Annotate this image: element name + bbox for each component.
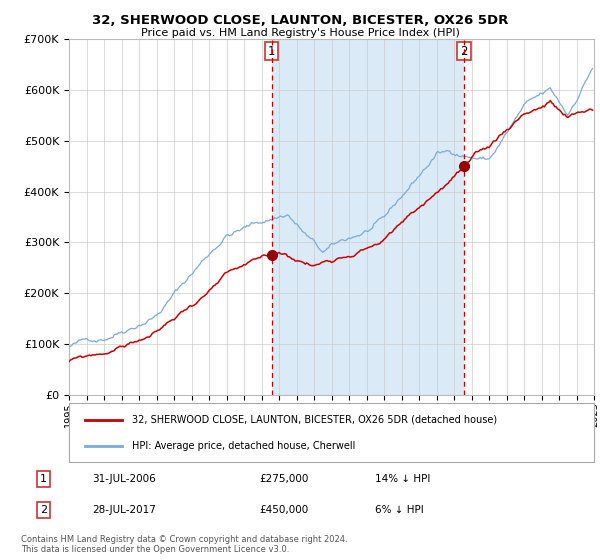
Text: Contains HM Land Registry data © Crown copyright and database right 2024.
This d: Contains HM Land Registry data © Crown c… (21, 535, 347, 554)
Text: 6% ↓ HPI: 6% ↓ HPI (375, 505, 424, 515)
Text: 31-JUL-2006: 31-JUL-2006 (92, 474, 157, 484)
Text: 28-JUL-2017: 28-JUL-2017 (92, 505, 157, 515)
Text: 1: 1 (40, 474, 47, 484)
Text: 32, SHERWOOD CLOSE, LAUNTON, BICESTER, OX26 5DR (detached house): 32, SHERWOOD CLOSE, LAUNTON, BICESTER, O… (132, 414, 497, 424)
Text: £450,000: £450,000 (260, 505, 309, 515)
Text: 14% ↓ HPI: 14% ↓ HPI (375, 474, 430, 484)
Text: 2: 2 (40, 505, 47, 515)
Bar (272, 39, 464, 395)
Text: 32, SHERWOOD CLOSE, LAUNTON, BICESTER, OX26 5DR: 32, SHERWOOD CLOSE, LAUNTON, BICESTER, O… (92, 14, 508, 27)
Text: £275,000: £275,000 (260, 474, 309, 484)
Text: Price paid vs. HM Land Registry's House Price Index (HPI): Price paid vs. HM Land Registry's House … (140, 28, 460, 38)
Text: HPI: Average price, detached house, Cherwell: HPI: Average price, detached house, Cher… (132, 441, 355, 451)
Text: 2: 2 (460, 45, 468, 58)
Text: 1: 1 (268, 45, 275, 58)
